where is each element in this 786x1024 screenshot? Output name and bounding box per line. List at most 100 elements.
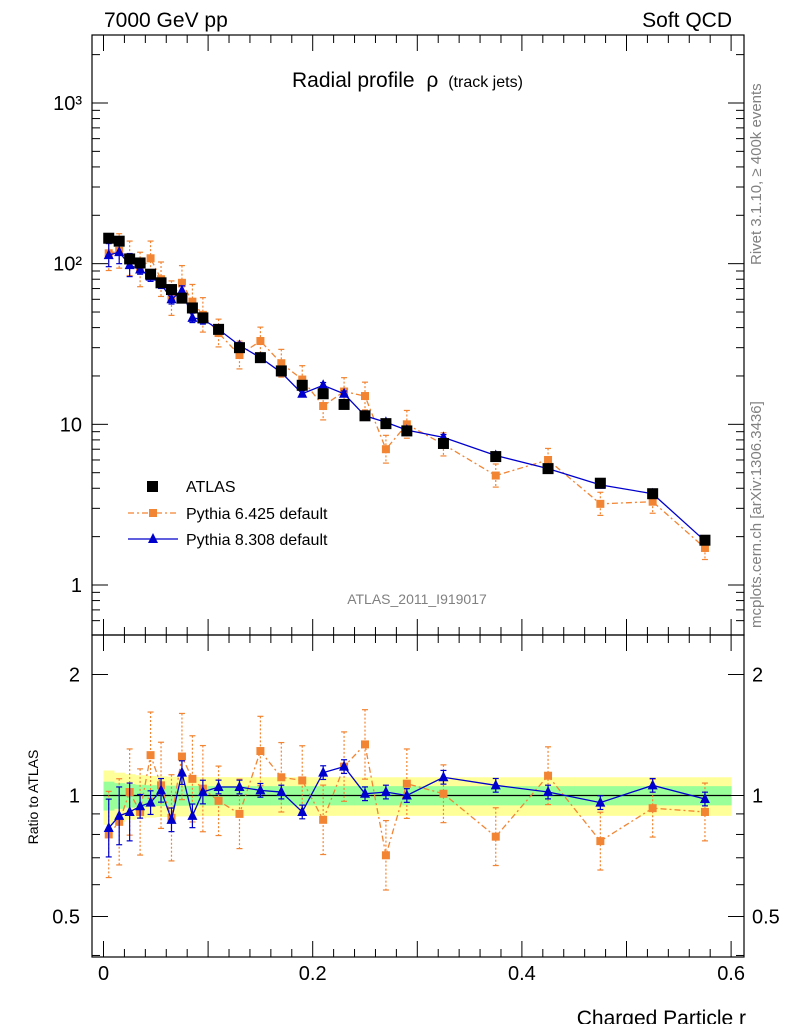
plot-title: Radial profile ρ (track jets) xyxy=(292,69,523,92)
pythia6-point xyxy=(319,815,328,824)
pythia8-point xyxy=(647,779,658,790)
pythia8-point xyxy=(187,311,198,322)
ratio-y-tick-label: 0.5 xyxy=(52,907,80,929)
plot-title-rho: ρ xyxy=(426,69,438,92)
x-tick-label: 0.6 xyxy=(717,963,745,985)
pythia6-point xyxy=(491,832,500,841)
y-tick-label: 10 xyxy=(60,414,82,436)
source-label: mcplots.cern.ch [arXiv:1306.3436] xyxy=(748,401,765,628)
pythia6-point xyxy=(596,837,605,846)
pythia8-point xyxy=(213,780,224,791)
pythia6-point xyxy=(277,773,286,782)
pythia8-point xyxy=(114,246,125,257)
pythia8-point xyxy=(255,784,266,795)
y-tick-label: 10³ xyxy=(53,93,82,115)
atlas-point xyxy=(213,323,225,335)
pythia6-point xyxy=(298,776,307,785)
pythia6-point xyxy=(491,471,500,480)
pythia8-point xyxy=(176,284,187,295)
pythia6-point xyxy=(544,455,553,464)
pythia8-point xyxy=(360,787,370,798)
ratio-y-tick-label: 1 xyxy=(69,786,80,808)
pythia8-point xyxy=(124,805,135,816)
atlas-point xyxy=(401,425,413,437)
atlas-point xyxy=(490,451,502,463)
pythia8-point xyxy=(699,793,710,804)
pythia8-point xyxy=(103,249,114,260)
legend-atlas-marker xyxy=(147,481,158,492)
ratio-y-tick-label: 1 xyxy=(752,786,763,808)
pythia8-point xyxy=(176,766,187,777)
atlas-point xyxy=(233,342,245,354)
pythia6-point xyxy=(700,807,709,816)
pythia6-point xyxy=(277,359,286,368)
pythia6-point xyxy=(188,774,197,783)
ratio-uncertainty-bands xyxy=(103,770,732,825)
y-tick-label: 1 xyxy=(71,575,82,597)
atlas-point xyxy=(296,379,308,391)
ratio-plot-marks xyxy=(103,709,710,891)
pythia6-point xyxy=(439,789,448,798)
pythia8-point xyxy=(339,387,350,398)
pythia8-point xyxy=(166,293,177,304)
pythia8-point xyxy=(145,796,156,807)
pythia8-point xyxy=(187,809,198,820)
pythia8-point xyxy=(401,789,412,800)
legend-pythia8-marker xyxy=(148,533,158,543)
pythia8-point xyxy=(156,784,167,795)
atlas-point xyxy=(317,388,329,400)
pythia6-point xyxy=(361,392,369,401)
atlas-point xyxy=(165,284,177,296)
p6-line xyxy=(108,250,706,549)
p6-line xyxy=(108,743,705,856)
plot-title-sub: (track jets) xyxy=(448,74,523,91)
atlas-point xyxy=(186,302,198,314)
y-tick-label: 10² xyxy=(53,254,82,276)
pythia6-point xyxy=(235,351,244,360)
pythia8-point xyxy=(276,786,287,797)
atlas-point xyxy=(145,268,157,280)
atlas-point xyxy=(176,292,188,304)
pythia6-point xyxy=(381,851,390,860)
pythia8-point xyxy=(135,800,146,811)
pythia8-point xyxy=(339,760,350,771)
atlas-point xyxy=(338,398,350,410)
pythia6-point xyxy=(596,499,605,508)
pythia6-point xyxy=(381,445,390,454)
pythia6-point xyxy=(298,375,307,384)
pythia8-point xyxy=(234,780,245,791)
analysis-watermark: ATLAS_2011_I919017 xyxy=(347,591,487,607)
main-axis-ticks xyxy=(92,35,744,635)
ratio-y-tick-label: 2 xyxy=(69,664,80,686)
energy-label: 7000 GeV pp xyxy=(104,9,228,32)
ratio-y-tick-label: 2 xyxy=(752,664,763,686)
pythia8-point xyxy=(595,796,606,807)
pythia8-point xyxy=(490,779,501,790)
atlas-point xyxy=(134,257,146,269)
atlas-point xyxy=(542,463,554,475)
x-axis-label: Charged Particle r xyxy=(577,1007,746,1024)
pythia6-point xyxy=(648,804,657,813)
pythia8-point xyxy=(543,786,554,797)
legend-atlas-label: ATLAS xyxy=(186,479,236,496)
atlas-point xyxy=(103,232,115,244)
atlas-point xyxy=(437,437,449,449)
pythia8-point xyxy=(103,822,114,833)
atlas-point xyxy=(359,410,371,422)
pythia6-point xyxy=(235,809,244,818)
rivet-label: Rivet 3.1.10, ≥ 400k events xyxy=(748,83,765,265)
pythia6-point xyxy=(319,402,328,411)
atlas-point xyxy=(124,253,136,265)
pythia6-point xyxy=(188,297,197,306)
x-tick-label: 0.2 xyxy=(299,963,327,985)
pythia6-point xyxy=(177,278,186,287)
atlas-point xyxy=(699,534,711,546)
legend-pythia8-label: Pythia 8.308 default xyxy=(186,532,328,549)
pythia8-point xyxy=(297,387,308,398)
atlas-point xyxy=(380,418,392,430)
pythia8-point xyxy=(135,263,146,274)
atlas-point xyxy=(113,235,125,247)
atlas-point xyxy=(594,477,606,489)
pythia6-point xyxy=(361,740,369,749)
